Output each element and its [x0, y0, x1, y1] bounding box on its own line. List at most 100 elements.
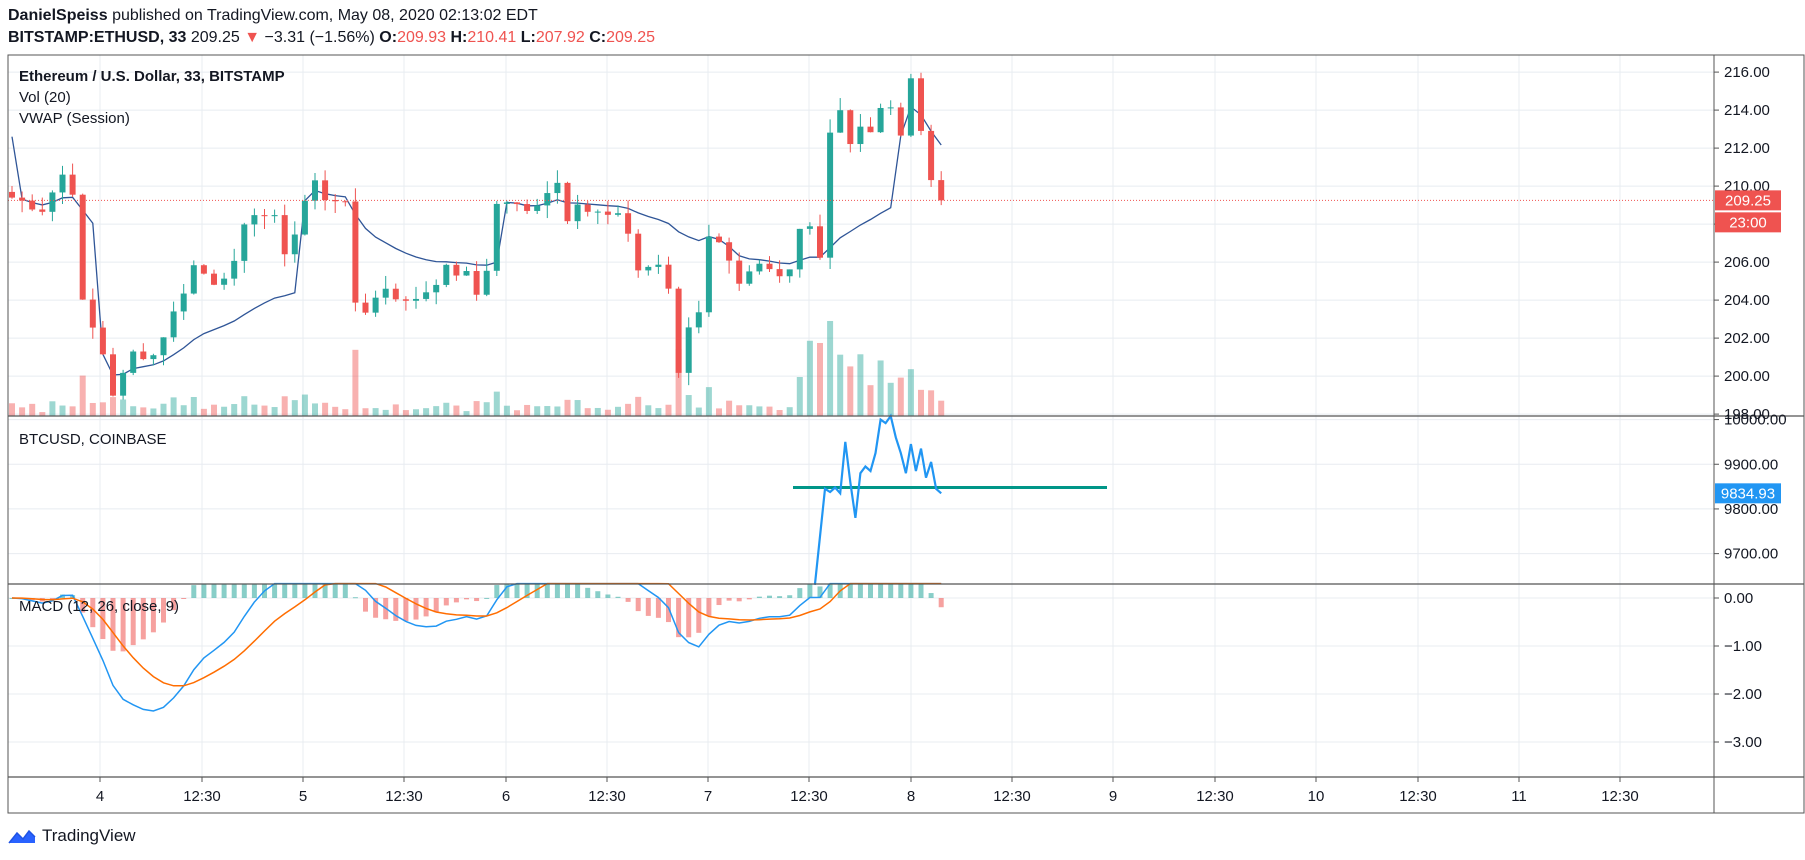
volume-bar [110, 397, 116, 416]
macd-hist-bar [514, 583, 520, 598]
candle-body [463, 271, 470, 276]
volume-bar [716, 408, 722, 416]
candle-body [534, 205, 541, 211]
candle-body [857, 126, 864, 145]
volume-bar [221, 406, 228, 416]
volume-bar [705, 387, 712, 416]
candle-body [594, 211, 601, 213]
macd-hist-bar [342, 583, 348, 598]
macd-hist-bar [575, 583, 581, 598]
volume-bar [827, 320, 834, 416]
candle-body [645, 266, 652, 271]
volume-bar [39, 412, 46, 416]
volume-bar [271, 407, 278, 416]
macd-hist-bar [110, 598, 116, 651]
volume-bar [211, 404, 217, 416]
btc-pane-title: BTCUSD, COINBASE [19, 431, 167, 448]
volume-bar [847, 366, 854, 416]
price-axes[interactable]: 216.00214.00212.00210.00208.00206.00204.… [1714, 64, 1787, 751]
open-label: O: [379, 29, 398, 46]
last-price: 209.25 [190, 29, 240, 46]
volume-bar [69, 406, 76, 416]
volume-bar [746, 405, 753, 416]
macd-line [11, 582, 942, 712]
time-axis[interactable]: 4 12:30 5 12:30 6 12:30 7 12:30 8 12:30 9 12:30 10 12… [96, 777, 1639, 805]
x-tick-label: 12:30 [790, 788, 828, 805]
candle-body [291, 234, 298, 255]
macd-hist-bar [908, 583, 914, 598]
candle-body [89, 299, 96, 328]
y-tick-label: 0.00 [1724, 590, 1753, 607]
candle-body [200, 265, 207, 274]
bar-countdown-tag-text: 23:00 [1729, 214, 1767, 231]
candle-body [110, 354, 116, 396]
y-tick-label: −3.00 [1724, 734, 1762, 751]
macd-hist-bar [625, 598, 631, 602]
macd-hist-bar [918, 583, 924, 598]
candle-body [756, 263, 763, 272]
close-value: 209.25 [606, 29, 656, 46]
volume-bar [483, 402, 490, 416]
published-text: published on TradingView.com, May 08, 20… [112, 7, 538, 24]
candle-body [150, 355, 157, 360]
candle-body [907, 78, 914, 136]
candle-body [705, 236, 712, 313]
author-name[interactable]: DanielSpeiss [8, 7, 108, 24]
y-tick-label: 212.00 [1724, 140, 1770, 157]
tradingview-logo-icon [8, 829, 36, 844]
volume-bar [564, 399, 571, 416]
eth-last-price-tag-text: 209.25 [1725, 192, 1771, 209]
macd-hist-bar [322, 583, 328, 598]
candle-body [251, 215, 258, 225]
candle-body [483, 270, 490, 295]
candle-body [69, 174, 76, 195]
x-tick-label: 12:30 [1601, 788, 1639, 805]
vwap-legend: VWAP (Session) [19, 110, 130, 127]
volume-bar [857, 354, 864, 416]
volume-histogram [9, 320, 945, 416]
candle-body [897, 107, 904, 136]
candle-body [312, 180, 318, 201]
macd-hist-bar [130, 598, 136, 646]
volume-bar [413, 409, 419, 416]
macd-hist-bar [817, 586, 823, 598]
macd-hist-bar [251, 583, 257, 598]
candle-body [382, 288, 389, 298]
footer-brand[interactable]: TradingView [8, 826, 136, 846]
y-tick-label: 200.00 [1724, 368, 1770, 385]
candle-body [726, 242, 733, 261]
macd-hist-bar [373, 598, 379, 618]
macd-hist-bar [443, 598, 449, 606]
x-tick-label: 6 [502, 788, 510, 805]
macd-hist-bar [857, 583, 863, 598]
volume-bar [685, 395, 692, 416]
candle-body [180, 293, 187, 312]
x-tick-label: 10 [1308, 788, 1325, 805]
x-tick-label: 12:30 [1196, 788, 1234, 805]
candle-body [372, 297, 379, 313]
candle-body [221, 278, 228, 285]
candle-body [39, 209, 46, 212]
volume-bar [180, 405, 187, 416]
volume-bar [29, 403, 36, 416]
candle-body [554, 182, 561, 194]
macd-hist-bar [474, 598, 480, 602]
candle-body [695, 312, 702, 328]
x-tick-label: 4 [96, 788, 104, 805]
macd-hist-bar [706, 598, 712, 616]
candle-body [675, 288, 682, 373]
volume-bar [625, 403, 632, 416]
macd-hist-bar [736, 598, 742, 602]
macd-hist-bar [847, 583, 853, 598]
volume-bar [524, 404, 531, 416]
price-tags: 209.25 23:00 9834.93 [1715, 190, 1781, 504]
volume-bar [604, 409, 611, 416]
low-label: L: [520, 29, 536, 46]
candle-body [564, 182, 571, 222]
y-tick-label: 9700.00 [1724, 546, 1778, 563]
candle-body [604, 211, 611, 215]
x-tick-label: 5 [299, 788, 307, 805]
volume-bar [59, 405, 66, 416]
candle-body [241, 224, 248, 261]
